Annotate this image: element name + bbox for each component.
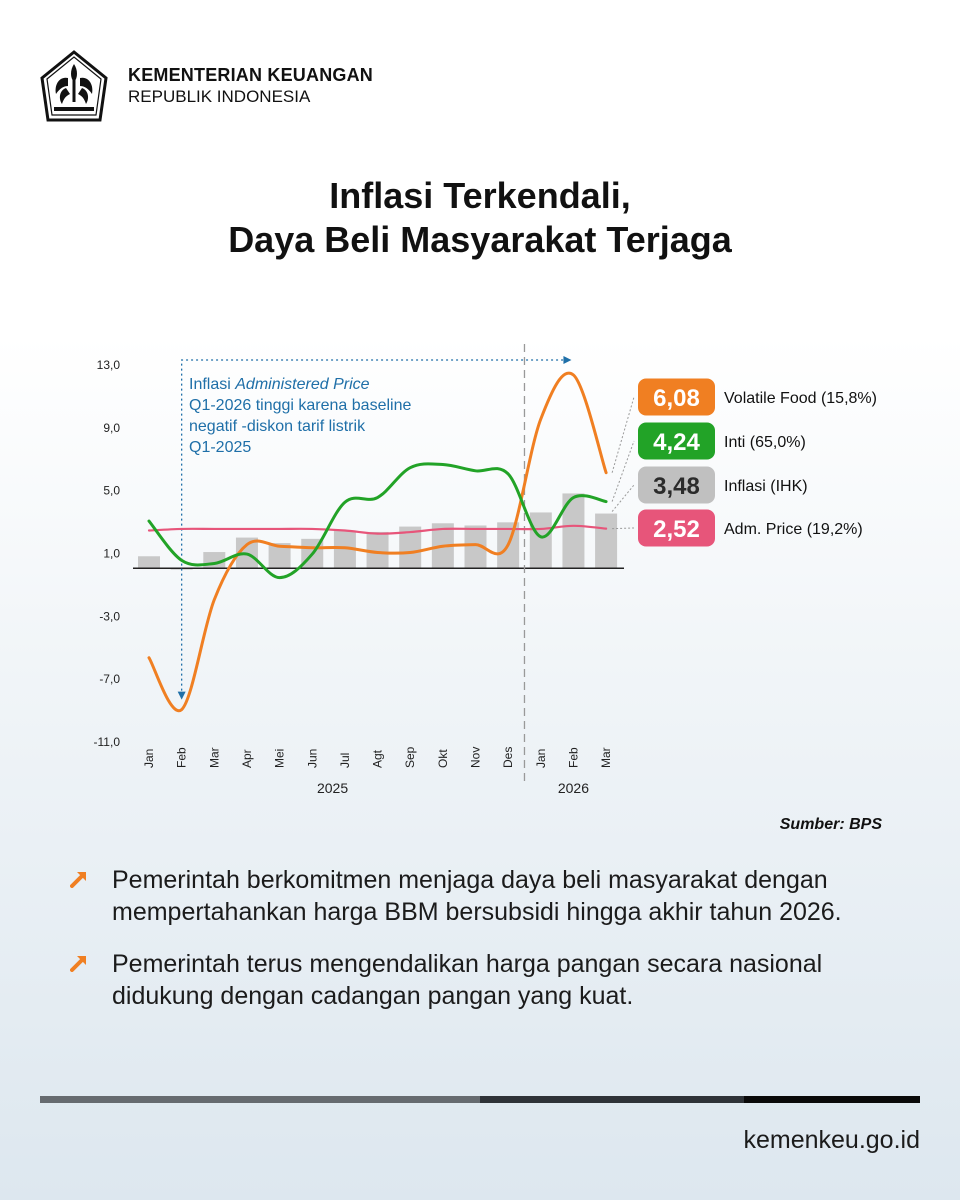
ihk-bar [268,543,291,569]
legend-connectors [611,396,635,530]
title-line1: Inflasi Terkendali, [329,175,631,216]
legend-value-box [638,378,715,416]
annotation-line4: Q1-2025 [189,439,251,456]
legend-label: Adm. Price (19,2%) [724,521,863,538]
ihk-bar [366,531,389,569]
x-tick-label: Okt [436,749,450,768]
year-labels: 2025 2026 [317,780,589,796]
legend-connector [611,440,635,502]
footer-bar-segment [40,1096,480,1103]
trend-arrow-icon [70,864,112,928]
legend-value: 4,24 [653,429,700,456]
legend: 6,08 Volatile Food (15,8%) 4,24 Inti (65,0%… [638,378,877,547]
adm-price-line [147,524,608,535]
y-axis-ticks: 13,0 9,0 5,0 1,0 -3,0 -7,0 -11,0 [94,358,121,749]
page-title: Inflasi Terkendali, Daya Beli Masyarakat… [0,174,960,262]
annotation-line3: negatif -diskon tarif listrik [189,418,366,435]
trend-arrow-icon [70,948,112,1012]
legend-connector [611,484,635,512]
year-label: 2025 [317,780,348,796]
annotation-line2: Q1-2026 tinggi karena baseline [189,397,411,414]
ihk-bar [595,513,618,569]
annotation-line1: Inflasi Administered Price [189,376,370,393]
y-tick-label: -7,0 [99,672,120,686]
y-tick-label: -11,0 [94,735,121,749]
x-tick-label: Nov [469,747,483,768]
title-line2: Daya Beli Masyarakat Terjaga [228,219,732,260]
bullet-item: Pemerintah berkomitmen menjaga daya beli… [70,864,890,928]
org-name-line1: KEMENTERIAN KEUANGAN [128,65,374,85]
legend-label: Volatile Food (15,8%) [724,390,877,407]
ihk-bar [399,526,422,569]
x-tick-label: Mar [599,747,613,768]
ihk-bar [138,556,160,569]
x-tick-label: Mar [207,747,221,768]
footer-bars [40,1096,920,1103]
annotation-text: Inflasi Administered Price Q1-2026 tingg… [189,376,411,456]
bullet-item: Pemerintah terus mengendalikan harga pan… [70,948,890,1012]
ihk-bar [562,493,585,569]
website-link[interactable]: kemenkeu.go.id [743,1126,920,1154]
ihk-bar [333,530,356,569]
x-tick-label: Feb [175,747,189,768]
year-label: 2026 [558,780,589,796]
x-tick-label: Jun [305,749,319,768]
legend-value-box [638,466,715,504]
inflation-chart: 13,0 9,0 5,0 1,0 -3,0 -7,0 -11,0 Inflasi Admin… [94,344,877,796]
legend-connector [611,396,635,473]
x-tick-label: Mei [273,749,287,768]
footer-bar-segment [744,1096,920,1103]
volatile-food-line [147,371,608,713]
bullet-list: Pemerintah berkomitmen menjaga daya beli… [70,864,890,1032]
y-tick-label: 13,0 [97,358,121,372]
bullet-text: Pemerintah terus mengendalikan harga pan… [112,950,823,1010]
inti-line [147,462,608,580]
legend-value-box [638,509,715,547]
ihk-bar [464,525,487,569]
legend-value: 6,08 [653,385,700,412]
bullet-text: Pemerintah berkomitmen menjaga daya beli… [112,866,842,926]
legend-value-box [638,422,715,460]
bars-layer [138,493,618,570]
annotation-arrow-line [181,359,564,696]
legend-value: 2,52 [653,516,700,543]
x-tick-label: Jan [142,749,156,768]
y-tick-label: -3,0 [99,609,120,623]
annotation-arrowhead [177,691,186,700]
ihk-bar [529,512,552,569]
legend-value: 3,48 [653,473,700,500]
source-note: Sumber: BPS [779,816,882,833]
x-tick-label: Sep [403,746,417,768]
x-tick-label: Jan [534,749,548,768]
x-tick-label: Feb [566,747,580,768]
header: KEMENTERIAN KEUANGAN REPUBLIK INDONESIA [38,48,373,124]
footer-bar-segment [480,1096,744,1103]
legend-label: Inflasi (IHK) [724,478,808,495]
y-tick-label: 5,0 [103,484,120,498]
x-tick-label: Jul [338,753,352,768]
annotation-arrows [177,356,572,700]
x-tick-label: Des [501,747,515,768]
x-tick-label: Apr [240,749,254,768]
org-name-line2: REPUBLIK INDONESIA [128,87,311,106]
x-tick-label: Agt [371,749,385,768]
series-lines [147,371,608,713]
y-tick-label: 9,0 [103,421,120,435]
kemenkeu-logo [40,50,108,122]
x-axis-ticks: Jan Feb Mar Apr Mei Jun Jul Agt Sep Okt Nov Des Jan F… [142,746,613,768]
organization-name: KEMENTERIAN KEUANGAN REPUBLIK INDONESIA [128,64,373,108]
annotation-arrowhead [563,356,572,364]
legend-label: Inti (65,0%) [724,434,806,451]
y-tick-label: 1,0 [103,547,120,561]
